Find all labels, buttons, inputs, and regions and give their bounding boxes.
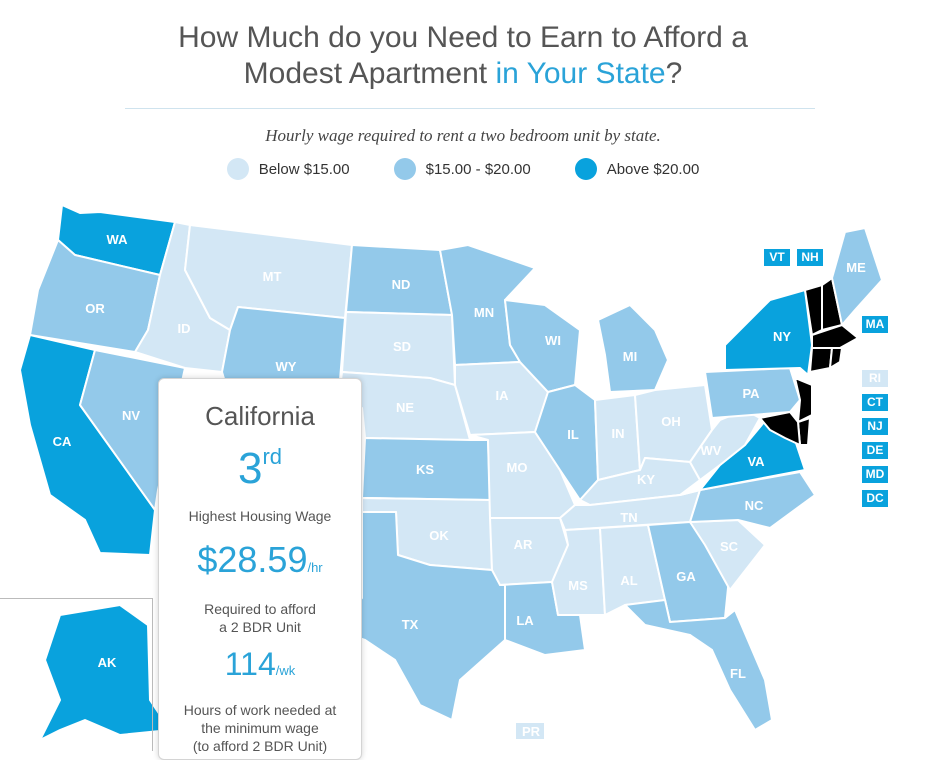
label-ak: AK [98, 655, 117, 670]
title-line-2: Modest Apartment in Your State? [0, 56, 926, 92]
state-ct[interactable] [809, 347, 833, 373]
label-nd: ND [392, 277, 411, 292]
state-nj[interactable] [794, 377, 813, 423]
state-mi[interactable] [597, 304, 669, 393]
label-ks: KS [416, 462, 434, 477]
state-ma[interactable] [811, 324, 859, 349]
label-ar: AR [514, 537, 533, 552]
label-wi: WI [545, 333, 561, 348]
label-oh: OH [661, 414, 681, 429]
page-title: How Much do you Need to Earn to Afford a… [0, 20, 926, 92]
label-in: IN [612, 426, 625, 441]
label-nv: NV [122, 408, 140, 423]
label-pa: PA [742, 386, 760, 401]
tooltip-hours-caption-1: Hours of work needed at [183, 702, 337, 718]
tooltip-hours-caption-3: (to afford 2 BDR Unit) [192, 738, 328, 754]
label-va: VA [747, 454, 765, 469]
small-state-nh[interactable]: NH [797, 249, 823, 266]
label-sc: SC [720, 539, 739, 554]
state-ri[interactable] [829, 347, 843, 369]
tooltip-wage-caption-1: Required to afford [204, 601, 316, 617]
tooltip-hours-caption-2: the minimum wage [201, 720, 319, 736]
legend-label-mid: $15.00 - $20.00 [425, 160, 531, 178]
legend-item-high: Above $20.00 [574, 158, 700, 180]
label-mo: MO [507, 460, 528, 475]
tooltip-wage: $28.59/hr [159, 540, 361, 588]
label-me: ME [846, 260, 866, 275]
tooltip-wage-caption-2: a 2 BDR Unit [219, 619, 301, 635]
label-tx: TX [402, 617, 419, 632]
tooltip-wage-unit: /hr [307, 560, 323, 575]
small-state-md[interactable]: MD [862, 466, 888, 483]
label-ky: KY [637, 472, 655, 487]
legend-item-mid: $15.00 - $20.00 [393, 158, 531, 180]
label-ia: IA [496, 388, 510, 403]
label-tn: TN [620, 510, 637, 525]
tooltip-state-name: California [205, 401, 315, 431]
legend-label-high: Above $20.00 [606, 160, 700, 178]
state-md[interactable] [759, 411, 801, 446]
label-fl: FL [730, 666, 746, 681]
label-nc: NC [745, 498, 764, 513]
tooltip-wage-caption: Required to afford a 2 BDR Unit [159, 600, 361, 636]
title-line-2-prefix: Modest Apartment [243, 57, 496, 90]
tooltip-hours-caption: Hours of work needed at the minimum wage… [159, 701, 361, 755]
tooltip-hours-value: 114 [224, 646, 276, 682]
title-divider [125, 108, 815, 109]
legend-label-low: Below $15.00 [258, 160, 350, 178]
label-mn: MN [474, 305, 494, 320]
tooltip-hours: 114/wk [159, 646, 361, 689]
label-ok: OK [429, 528, 449, 543]
legend-item-low: Below $15.00 [226, 158, 350, 180]
label-id: ID [178, 321, 191, 336]
small-state-vt[interactable]: VT [764, 249, 790, 266]
label-mt: MT [263, 269, 282, 284]
state-tooltip: California 3rd Highest Housing Wage $28.… [158, 378, 362, 760]
label-wy: WY [276, 359, 297, 374]
label-ca: CA [53, 434, 72, 449]
label-la: LA [516, 613, 534, 628]
legend-dot-high [574, 158, 597, 180]
label-sd: SD [393, 339, 411, 354]
label-ne: NE [396, 400, 414, 415]
title-highlight: in Your State [495, 57, 666, 90]
tooltip-hours-unit: /wk [275, 663, 296, 678]
title-line-1: How Much do you Need to Earn to Afford a [178, 21, 748, 54]
state-fl[interactable] [624, 599, 773, 731]
state-ny[interactable] [724, 289, 813, 376]
tooltip-rank-number: 3 [237, 444, 263, 493]
label-al: AL [620, 573, 637, 588]
title-line-2-suffix: ? [665, 57, 683, 90]
state-ak[interactable] [39, 604, 171, 741]
legend-dot-low [226, 158, 249, 180]
label-pr: PR [522, 724, 541, 739]
map-subtitle: Hourly wage required to rent a two bedro… [265, 126, 661, 145]
tooltip-rank: 3rd [159, 446, 361, 492]
small-state-dc[interactable]: DC [862, 490, 888, 507]
small-state-nj[interactable]: NJ [862, 418, 888, 435]
alaska-inset-frame [0, 598, 153, 751]
us-map: WA OR CA NV ID MT WY ND SD NE KS OK TX M… [19, 204, 883, 741]
label-wv: WV [701, 443, 722, 458]
small-state-ct[interactable]: CT [862, 394, 888, 411]
state-me[interactable] [831, 227, 883, 326]
legend-dot-mid [393, 158, 416, 180]
small-state-ri[interactable]: RI [862, 370, 888, 387]
label-ny: NY [773, 329, 791, 344]
label-wa: WA [107, 232, 129, 247]
tooltip-rank-caption: Highest Housing Wage [188, 508, 332, 524]
small-state-de[interactable]: DE [862, 442, 888, 459]
label-il: IL [567, 427, 579, 442]
legend: Below $15.00 $15.00 - $20.00 Above $20.0… [0, 158, 926, 180]
small-state-ma[interactable]: MA [862, 316, 888, 333]
label-mi: MI [623, 349, 637, 364]
tooltip-wage-value: $28.59 [197, 539, 308, 580]
label-ga: GA [676, 569, 696, 584]
label-or: OR [85, 301, 105, 316]
tooltip-rank-suffix: rd [262, 444, 283, 469]
state-pr[interactable] [514, 721, 546, 741]
label-ms: MS [568, 578, 588, 593]
